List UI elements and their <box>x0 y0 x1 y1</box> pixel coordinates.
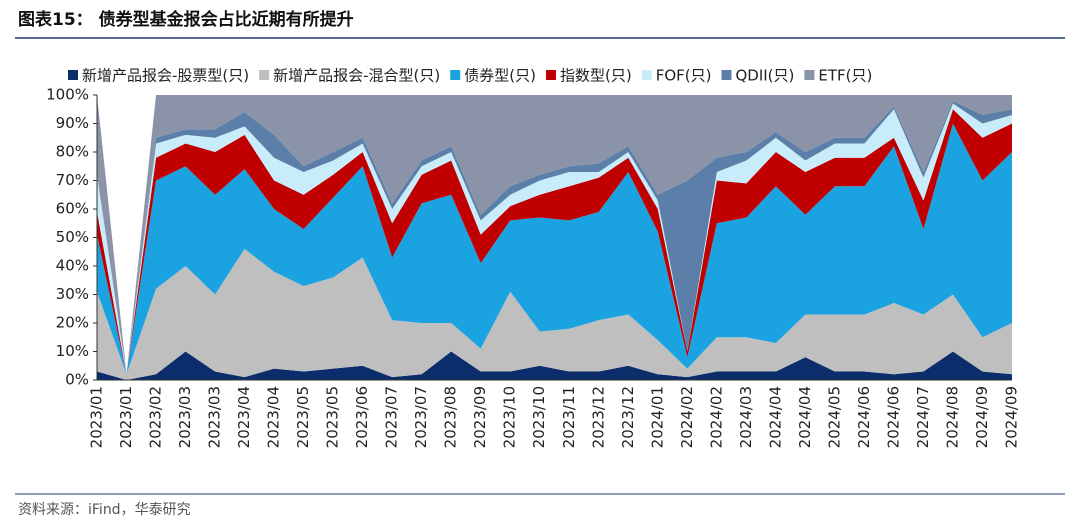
x-tick-label: 2023/05 <box>324 386 342 448</box>
x-tick-label: 2023/02 <box>147 386 165 448</box>
legend-label: 指数型(只) <box>560 67 632 85</box>
x-tick-label: 2023/03 <box>206 386 224 448</box>
x-tick-label: 2024/06 <box>884 386 902 448</box>
x-tick-label: 2024/02 <box>707 386 725 448</box>
x-tick-label: 2023/11 <box>560 386 578 448</box>
x-tick-label: 2023/10 <box>501 386 519 448</box>
x-tick-label: 2023/07 <box>412 386 430 448</box>
y-tick-label: 80% <box>56 143 89 161</box>
x-tick-label: 2024/03 <box>737 386 755 448</box>
x-tick-label: 2024/07 <box>914 386 932 448</box>
x-tick-label: 2024/02 <box>678 386 696 448</box>
x-tick-label: 2023/04 <box>265 386 283 448</box>
x-tick-label: 2023/05 <box>294 386 312 448</box>
area <box>97 103 1012 375</box>
x-tick-label: 2024/05 <box>825 386 843 448</box>
y-tick-label: 70% <box>56 171 89 189</box>
area <box>97 109 1012 375</box>
y-tick-label: 30% <box>56 285 89 303</box>
y-tick-label: 0% <box>65 371 89 389</box>
legend-label: QDII(只) <box>735 67 794 85</box>
x-tick-label: 2023/09 <box>471 386 489 448</box>
y-tick-label: 100% <box>46 86 89 104</box>
area <box>97 123 1012 375</box>
legend-label: 新增产品报会-股票型(只) <box>82 67 249 85</box>
x-tick-label: 2024/09 <box>1003 386 1021 448</box>
area <box>97 95 1012 375</box>
y-tick-label: 20% <box>56 314 89 332</box>
area <box>97 248 1012 380</box>
legend-label: 债券型(只) <box>464 67 536 85</box>
x-tick-label: 2024/01 <box>648 386 666 448</box>
y-tick-label: 60% <box>56 200 89 218</box>
legend-swatch <box>804 70 815 80</box>
x-tick-label: 2024/09 <box>973 386 991 448</box>
source-note: 资料来源：iFind，华泰研究 <box>18 502 191 518</box>
y-tick-label: 90% <box>56 114 89 132</box>
legend-swatch <box>641 70 652 80</box>
x-tick-label: 2024/06 <box>855 386 873 448</box>
x-tick-label: 2024/04 <box>766 386 784 448</box>
chart-title: 图表15： 债券型基金报会占比近期有所提升 <box>18 9 354 30</box>
legend-label: 新增产品报会-混合型(只) <box>273 67 440 85</box>
x-tick-label: 2023/08 <box>442 386 460 448</box>
x-tick-label: 2023/07 <box>383 386 401 448</box>
legend-label: ETF(只) <box>818 67 872 85</box>
x-tick-label: 2024/04 <box>796 386 814 448</box>
legend-swatch <box>721 70 732 80</box>
x-tick-label: 2023/01 <box>117 386 135 448</box>
x-tick-label: 2023/12 <box>619 386 637 448</box>
x-tick-label: 2023/03 <box>176 386 194 448</box>
legend-swatch <box>450 70 461 80</box>
legend-label: FOF(只) <box>656 67 712 85</box>
legend-swatch <box>68 70 78 80</box>
y-tick-label: 10% <box>56 342 89 360</box>
legend-swatch <box>545 70 556 80</box>
x-tick-label: 2023/10 <box>530 386 548 448</box>
y-tick-label: 40% <box>56 257 89 275</box>
x-tick-label: 2023/06 <box>353 386 371 448</box>
legend-swatch <box>259 70 270 80</box>
x-tick-label: 2024/08 <box>943 386 961 448</box>
x-tick-label: 2023/04 <box>235 386 253 448</box>
y-tick-label: 50% <box>56 228 89 246</box>
area <box>97 351 1012 380</box>
x-tick-label: 2023/01 <box>88 386 106 448</box>
x-tick-label: 2023/12 <box>589 386 607 448</box>
